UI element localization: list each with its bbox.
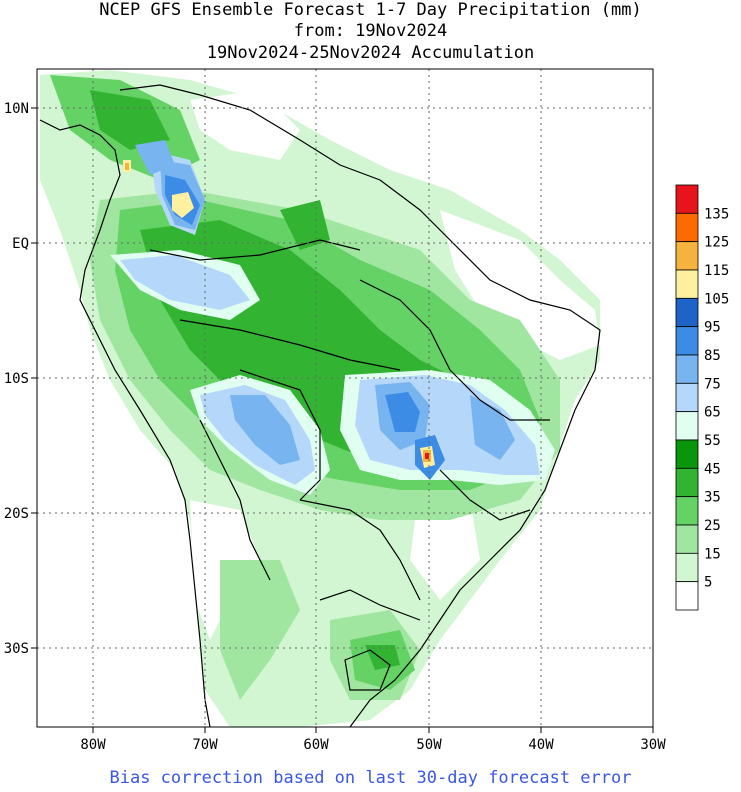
legend-label: 15: [704, 546, 721, 562]
lat-label: 10N: [4, 101, 29, 117]
precip-135-plus: [425, 453, 429, 459]
lat-label: EQ: [12, 236, 29, 252]
precip-legend: 135 125 115 105 95 85 75 65 55 45 35 25 15 5: [675, 184, 729, 611]
legend-label: 125: [704, 235, 729, 251]
lon-label: 60W: [303, 737, 329, 753]
graticule: [37, 69, 653, 727]
forecast-date: from: 19Nov2024: [293, 21, 448, 41]
legend-label: 135: [704, 206, 729, 222]
axis-ticks: [31, 107, 654, 733]
lat-label: 20S: [4, 506, 29, 522]
map-frame: [36, 68, 654, 728]
legend-swatch: [675, 326, 699, 356]
legend-label: 25: [704, 518, 721, 534]
legend-swatch: [675, 269, 699, 299]
legend-swatch: [675, 354, 699, 384]
legend-swatch: [675, 496, 699, 526]
accumulation-period: 19Nov2024-25Nov2024 Accumulation: [206, 43, 535, 63]
legend-label: 35: [704, 490, 721, 506]
legend-label: 115: [704, 263, 729, 279]
legend-swatch: [675, 467, 699, 498]
legend-label: 105: [704, 291, 729, 307]
legend-label: 45: [704, 461, 721, 477]
lon-label: 40W: [528, 737, 554, 753]
legend-swatch: [675, 581, 699, 611]
country-borders: [39, 84, 601, 727]
legend-label: 85: [704, 348, 721, 364]
lon-label: 70W: [192, 737, 218, 753]
legend-swatch: [675, 212, 699, 243]
legend-swatch: [675, 439, 699, 469]
lat-label: 10S: [4, 371, 29, 387]
map-title: NCEP GFS Ensemble Forecast 1-7 Day Preci…: [99, 0, 642, 20]
legend-label: 5: [704, 575, 712, 591]
legend-label: 95: [704, 320, 721, 336]
legend-swatch: [675, 297, 699, 328]
legend-swatch: [675, 524, 699, 554]
lat-label: 30S: [4, 641, 29, 657]
bias-note: Bias correction based on last 30-day for…: [109, 768, 632, 788]
legend-label: 65: [704, 405, 721, 421]
lon-label: 30W: [640, 737, 666, 753]
legend-swatch: [675, 552, 699, 583]
legend-label: 55: [704, 433, 721, 449]
legend-swatch: [675, 382, 699, 413]
legend-swatch: [675, 241, 699, 271]
legend-swatch: [675, 411, 699, 441]
lon-label: 80W: [80, 737, 106, 753]
lon-label: 50W: [416, 737, 442, 753]
legend-label: 75: [704, 376, 721, 392]
legend-swatch: [675, 184, 699, 214]
